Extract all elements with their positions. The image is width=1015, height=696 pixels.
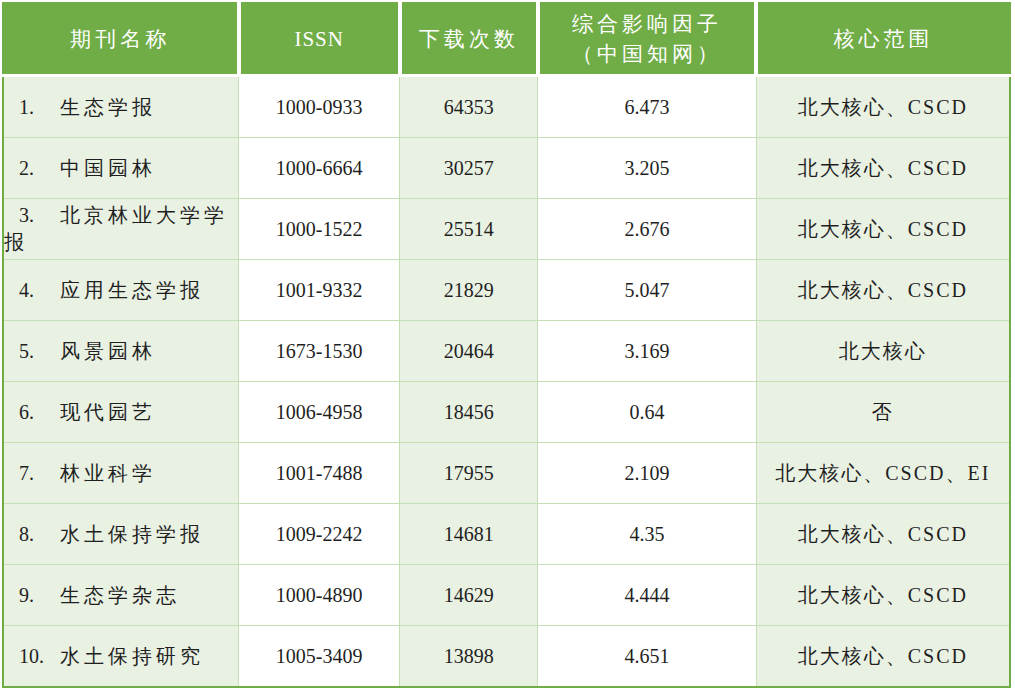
journal-ranking-table: 期刊名称 ISSN 下载次数 综合影响因子 （中国知网） 核心范围 1.生态学报…: [2, 2, 1011, 688]
journal-name-cell: 10.水土保持研究: [3, 626, 239, 688]
downloads-cell: 13898: [400, 626, 538, 688]
journal-name: 应用生态学报: [60, 279, 204, 301]
journal-name-cell: 4.应用生态学报: [3, 260, 239, 321]
core-scope-cell: 北大核心、CSCD、EI: [756, 443, 1010, 504]
table-row: 3.北京林业大学学报 1000-1522 25514 2.676 北大核心、CS…: [3, 199, 1010, 260]
table-row: 8.水土保持学报 1009-2242 14681 4.35 北大核心、CSCD: [3, 504, 1010, 565]
row-rank: 8.: [4, 523, 60, 546]
col-header-impact-factor-line1: 综合影响因子: [540, 9, 755, 39]
journal-name-cell: 8.水土保持学报: [3, 504, 239, 565]
journal-name: 风景园林: [60, 340, 156, 362]
journal-name-cell: 2.中国园林: [3, 138, 239, 199]
impact-factor-cell: 4.651: [538, 626, 757, 688]
table-row: 10.水土保持研究 1005-3409 13898 4.651 北大核心、CSC…: [3, 626, 1010, 688]
issn-cell: 1000-1522: [239, 199, 400, 260]
col-header-issn: ISSN: [239, 3, 400, 76]
issn-cell: 1006-4958: [239, 382, 400, 443]
issn-cell: 1001-7488: [239, 443, 400, 504]
core-scope-cell: 北大核心、CSCD: [756, 138, 1010, 199]
table-row: 5.风景园林 1673-1530 20464 3.169 北大核心: [3, 321, 1010, 382]
col-header-journal-name: 期刊名称: [3, 3, 239, 76]
downloads-cell: 21829: [400, 260, 538, 321]
col-header-downloads-label: 下载次数: [402, 24, 536, 54]
journal-name: 生态学杂志: [60, 584, 180, 606]
journal-name-cell: 5.风景园林: [3, 321, 239, 382]
col-header-core-scope-label: 核心范围: [758, 24, 1009, 54]
core-scope-cell: 北大核心、CSCD: [756, 76, 1010, 138]
table-row: 4.应用生态学报 1001-9332 21829 5.047 北大核心、CSCD: [3, 260, 1010, 321]
core-scope-cell: 北大核心、CSCD: [756, 626, 1010, 688]
journal-name: 生态学报: [60, 96, 156, 118]
impact-factor-cell: 3.205: [538, 138, 757, 199]
row-rank: 4.: [4, 279, 60, 302]
issn-cell: 1673-1530: [239, 321, 400, 382]
issn-cell: 1001-9332: [239, 260, 400, 321]
journal-name: 林业科学: [60, 462, 156, 484]
table-row: 7.林业科学 1001-7488 17955 2.109 北大核心、CSCD、E…: [3, 443, 1010, 504]
downloads-cell: 17955: [400, 443, 538, 504]
impact-factor-cell: 2.109: [538, 443, 757, 504]
downloads-cell: 64353: [400, 76, 538, 138]
table-row: 6.现代园艺 1006-4958 18456 0.64 否: [3, 382, 1010, 443]
document-page: 期刊名称 ISSN 下载次数 综合影响因子 （中国知网） 核心范围 1.生态学报…: [0, 0, 1015, 696]
row-rank: 6.: [4, 401, 60, 424]
row-rank: 5.: [4, 340, 60, 363]
downloads-cell: 30257: [400, 138, 538, 199]
downloads-cell: 20464: [400, 321, 538, 382]
core-scope-cell: 北大核心、CSCD: [756, 504, 1010, 565]
journal-name-cell: 9.生态学杂志: [3, 565, 239, 626]
impact-factor-cell: 5.047: [538, 260, 757, 321]
table-row: 1.生态学报 1000-0933 64353 6.473 北大核心、CSCD: [3, 76, 1010, 138]
header-row: 期刊名称 ISSN 下载次数 综合影响因子 （中国知网） 核心范围: [3, 3, 1010, 76]
issn-cell: 1005-3409: [239, 626, 400, 688]
journal-name-cell: 7.林业科学: [3, 443, 239, 504]
row-rank: 9.: [4, 584, 60, 607]
journal-name: 水土保持学报: [60, 523, 204, 545]
issn-cell: 1000-0933: [239, 76, 400, 138]
journal-name: 中国园林: [60, 157, 156, 179]
journal-name-cell: 3.北京林业大学学报: [3, 199, 239, 260]
table-row: 9.生态学杂志 1000-4890 14629 4.444 北大核心、CSCD: [3, 565, 1010, 626]
col-header-issn-label: ISSN: [241, 24, 398, 54]
issn-cell: 1000-4890: [239, 565, 400, 626]
issn-cell: 1000-6664: [239, 138, 400, 199]
journal-name-cell: 1.生态学报: [3, 76, 239, 138]
core-scope-cell: 否: [756, 382, 1010, 443]
impact-factor-cell: 0.64: [538, 382, 757, 443]
downloads-cell: 18456: [400, 382, 538, 443]
col-header-downloads: 下载次数: [400, 3, 538, 76]
downloads-cell: 14629: [400, 565, 538, 626]
journal-name: 现代园艺: [60, 401, 156, 423]
journal-name-cell: 6.现代园艺: [3, 382, 239, 443]
journal-name: 水土保持研究: [60, 645, 204, 667]
impact-factor-cell: 2.676: [538, 199, 757, 260]
row-rank: 7.: [4, 462, 60, 485]
impact-factor-cell: 4.444: [538, 565, 757, 626]
impact-factor-cell: 3.169: [538, 321, 757, 382]
row-rank: 1.: [4, 96, 60, 119]
col-header-impact-factor-line2: （中国知网）: [540, 39, 755, 69]
downloads-cell: 25514: [400, 199, 538, 260]
row-rank: 3.: [4, 204, 60, 227]
core-scope-cell: 北大核心、CSCD: [756, 565, 1010, 626]
row-rank: 2.: [4, 157, 60, 180]
issn-cell: 1009-2242: [239, 504, 400, 565]
col-header-core-scope: 核心范围: [756, 3, 1010, 76]
core-scope-cell: 北大核心、CSCD: [756, 260, 1010, 321]
downloads-cell: 14681: [400, 504, 538, 565]
col-header-impact-factor: 综合影响因子 （中国知网）: [538, 3, 757, 76]
col-header-journal-name-label: 期刊名称: [4, 24, 237, 54]
row-rank: 10.: [4, 645, 60, 668]
table-row: 2.中国园林 1000-6664 30257 3.205 北大核心、CSCD: [3, 138, 1010, 199]
impact-factor-cell: 6.473: [538, 76, 757, 138]
impact-factor-cell: 4.35: [538, 504, 757, 565]
core-scope-cell: 北大核心、CSCD: [756, 199, 1010, 260]
core-scope-cell: 北大核心: [756, 321, 1010, 382]
